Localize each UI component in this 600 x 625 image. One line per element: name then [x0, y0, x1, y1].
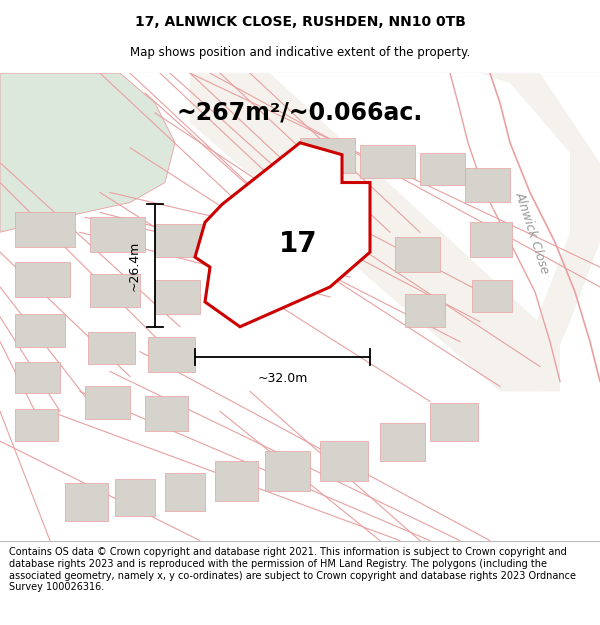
Polygon shape — [15, 362, 60, 393]
Polygon shape — [420, 152, 465, 184]
Text: 17, ALNWICK CLOSE, RUSHDEN, NN10 0TB: 17, ALNWICK CLOSE, RUSHDEN, NN10 0TB — [134, 15, 466, 29]
Polygon shape — [115, 479, 155, 516]
Polygon shape — [88, 332, 135, 364]
Polygon shape — [165, 473, 205, 511]
Polygon shape — [155, 280, 200, 314]
Text: Contains OS data © Crown copyright and database right 2021. This information is : Contains OS data © Crown copyright and d… — [9, 548, 576, 592]
Polygon shape — [320, 441, 368, 481]
Polygon shape — [190, 73, 560, 391]
Polygon shape — [195, 142, 370, 327]
Polygon shape — [380, 423, 425, 461]
Polygon shape — [15, 314, 65, 347]
Polygon shape — [0, 73, 175, 232]
Text: ~267m²/~0.066ac.: ~267m²/~0.066ac. — [177, 101, 423, 125]
Polygon shape — [405, 294, 445, 327]
Polygon shape — [148, 337, 195, 371]
Polygon shape — [145, 396, 188, 431]
Text: ~32.0m: ~32.0m — [257, 371, 308, 384]
Polygon shape — [395, 238, 440, 272]
Polygon shape — [85, 386, 130, 419]
Polygon shape — [215, 461, 258, 501]
Polygon shape — [472, 280, 512, 312]
Text: Alnwick Close: Alnwick Close — [512, 189, 551, 275]
Polygon shape — [90, 274, 140, 307]
Polygon shape — [430, 403, 478, 441]
Polygon shape — [300, 138, 355, 172]
Polygon shape — [15, 262, 70, 297]
Polygon shape — [90, 217, 145, 252]
Text: 17: 17 — [278, 230, 317, 258]
Polygon shape — [360, 145, 415, 177]
Polygon shape — [480, 73, 600, 391]
Text: ~26.4m: ~26.4m — [128, 241, 141, 291]
Polygon shape — [15, 213, 75, 248]
Polygon shape — [470, 222, 512, 257]
Polygon shape — [65, 483, 108, 521]
Polygon shape — [155, 224, 205, 257]
Polygon shape — [265, 451, 310, 491]
Polygon shape — [15, 409, 58, 441]
Polygon shape — [465, 168, 510, 202]
Text: Map shows position and indicative extent of the property.: Map shows position and indicative extent… — [130, 46, 470, 59]
